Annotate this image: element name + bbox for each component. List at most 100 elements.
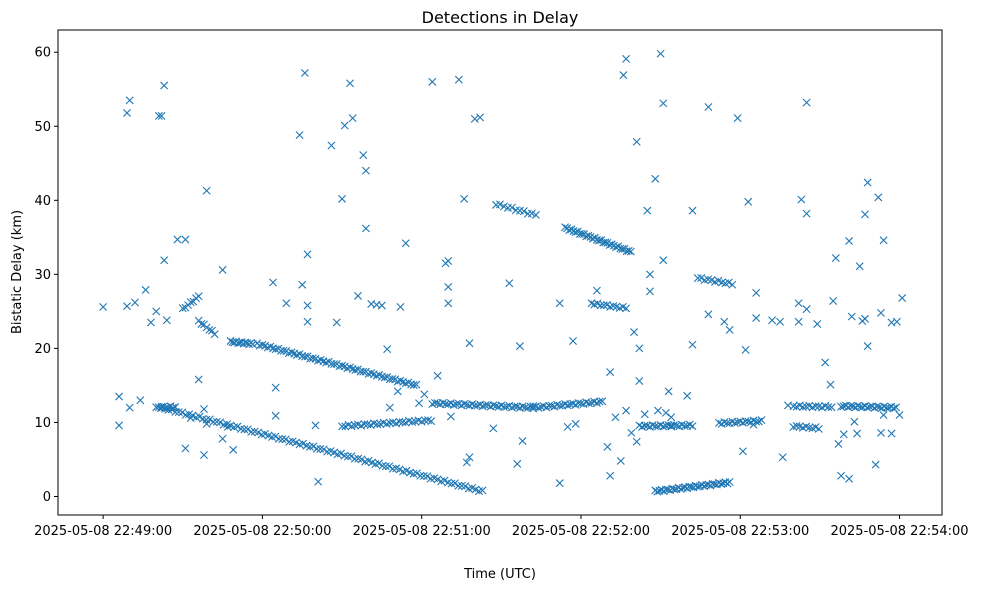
data-point-marker <box>174 408 183 417</box>
data-point-marker <box>461 482 470 491</box>
data-point-marker <box>346 79 355 88</box>
data-point-marker <box>632 137 641 146</box>
data-point-marker <box>882 403 891 412</box>
data-point-marker <box>693 482 702 491</box>
x-axis-label: Time (UTC) <box>463 567 536 582</box>
data-point-marker <box>752 314 761 323</box>
data-point-marker <box>319 445 328 454</box>
data-point-marker <box>871 460 880 469</box>
data-point-marker <box>661 408 670 417</box>
data-point-marker <box>258 340 267 349</box>
data-point-marker <box>271 432 280 441</box>
data-point-marker <box>454 75 463 84</box>
y-tick-label: 40 <box>34 194 51 209</box>
data-point-marker <box>529 402 538 411</box>
data-point-marker <box>834 439 843 448</box>
data-point-marker <box>618 245 627 253</box>
data-point-marker <box>555 479 564 488</box>
data-point-marker <box>408 418 417 427</box>
data-point-marker <box>563 401 572 410</box>
data-point-marker <box>388 464 397 473</box>
data-point-marker <box>223 422 232 431</box>
data-point-marker <box>571 419 580 428</box>
data-point-marker <box>123 302 132 311</box>
data-point-marker <box>287 348 296 357</box>
data-point-marker <box>269 278 278 287</box>
data-point-marker <box>181 410 190 419</box>
data-point-marker <box>168 403 177 412</box>
data-point-marker <box>632 437 641 446</box>
x-axis: 2025-05-08 22:49:00 2025-05-08 22:50:00 20… <box>34 515 969 539</box>
data-point-marker <box>457 481 466 490</box>
data-point-marker <box>160 81 169 90</box>
data-point-marker <box>606 471 615 480</box>
y-tick-label: 0 <box>43 490 51 505</box>
data-points <box>99 49 907 496</box>
data-point-marker <box>754 417 763 426</box>
data-point-marker <box>309 442 318 451</box>
data-point-marker <box>653 406 662 415</box>
data-point-marker <box>789 402 798 411</box>
y-axis: 0 10 20 30 40 50 60 <box>34 46 58 505</box>
data-point-marker <box>496 200 504 209</box>
data-point-marker <box>271 411 280 420</box>
data-point-marker <box>584 231 593 240</box>
data-point-marker <box>338 361 347 370</box>
data-point-marker <box>159 402 168 411</box>
data-point-marker <box>271 345 280 354</box>
data-point-marker <box>433 371 442 380</box>
data-point-marker <box>880 402 889 411</box>
data-point-marker <box>863 178 872 187</box>
data-point-marker <box>373 420 382 429</box>
data-point-marker <box>710 480 719 489</box>
data-point-marker <box>197 319 206 328</box>
data-point-marker <box>688 340 697 349</box>
data-point-marker <box>236 424 245 433</box>
data-point-marker <box>645 287 654 296</box>
data-point-marker <box>446 412 455 421</box>
data-point-marker <box>725 325 734 334</box>
data-point-marker <box>336 449 345 458</box>
data-point-marker <box>171 403 180 411</box>
data-point-marker <box>861 210 870 219</box>
data-point-marker <box>415 399 424 408</box>
data-point-marker <box>776 317 785 326</box>
data-point-marker <box>267 432 276 441</box>
data-point-marker <box>205 325 214 334</box>
data-point-marker <box>298 280 307 289</box>
data-point-marker <box>752 288 761 297</box>
x-tick-label: 2025-05-08 22:53:00 <box>671 524 809 539</box>
data-point-marker <box>622 54 631 63</box>
data-point-marker <box>141 285 150 294</box>
data-point-marker <box>802 209 811 218</box>
data-point-marker <box>619 71 628 80</box>
data-point-marker <box>115 421 124 430</box>
data-point-marker <box>611 413 620 422</box>
data-point-marker <box>626 247 635 256</box>
data-point-marker <box>350 421 359 430</box>
data-point-marker <box>308 354 317 363</box>
data-point-marker <box>592 398 601 407</box>
data-point-marker <box>601 238 610 247</box>
data-point-marker <box>350 454 359 463</box>
data-point-marker <box>870 403 879 412</box>
data-point-marker <box>802 98 811 107</box>
data-point-marker <box>460 400 469 408</box>
data-point-marker <box>152 307 161 316</box>
data-point-marker <box>152 403 161 412</box>
data-point-marker <box>380 373 389 382</box>
data-point-marker <box>670 485 679 494</box>
data-point-marker <box>505 279 514 288</box>
data-point-marker <box>303 317 312 326</box>
data-point-marker <box>295 131 304 140</box>
data-point-marker <box>656 49 665 58</box>
data-point-marker <box>733 114 742 123</box>
data-point-marker <box>797 195 806 204</box>
data-point-marker <box>202 415 211 424</box>
data-point-marker <box>813 319 822 328</box>
data-point-marker <box>173 235 182 244</box>
data-point-marker <box>378 461 387 470</box>
data-point-marker <box>693 274 702 283</box>
data-point-marker <box>351 366 360 375</box>
